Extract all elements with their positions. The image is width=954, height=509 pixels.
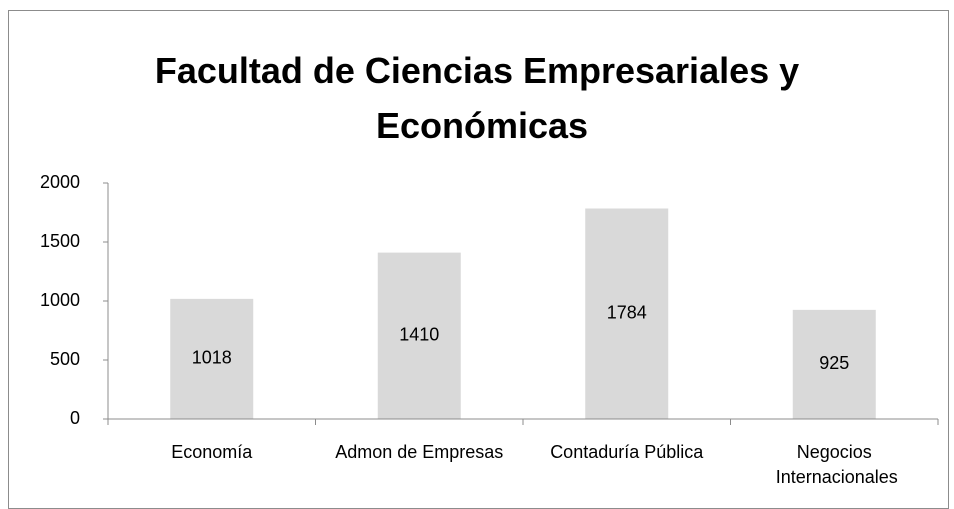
x-tick-label: Negocios Internacionales	[771, 442, 898, 487]
bar	[585, 208, 669, 419]
data-label: 1018	[192, 348, 232, 368]
bar	[377, 252, 461, 419]
bar	[170, 298, 254, 419]
data-label: 925	[819, 353, 849, 373]
x-tick-label: Admon de Empresas	[335, 442, 503, 462]
y-tick-label: 1000	[40, 290, 80, 310]
y-tick-label: 500	[50, 349, 80, 369]
x-tick-label: Contaduría Pública	[550, 442, 704, 462]
y-tick-label: 2000	[40, 172, 80, 192]
chart-frame	[8, 10, 949, 509]
y-tick-label: 1500	[40, 231, 80, 251]
chart-title: Facultad de Ciencias Empresariales y Eco…	[155, 50, 799, 146]
bar	[792, 309, 876, 419]
y-tick-label: 0	[70, 408, 80, 428]
data-label: 1410	[399, 325, 439, 345]
data-label: 1784	[607, 302, 647, 322]
x-tick-label: Economía	[171, 442, 253, 462]
